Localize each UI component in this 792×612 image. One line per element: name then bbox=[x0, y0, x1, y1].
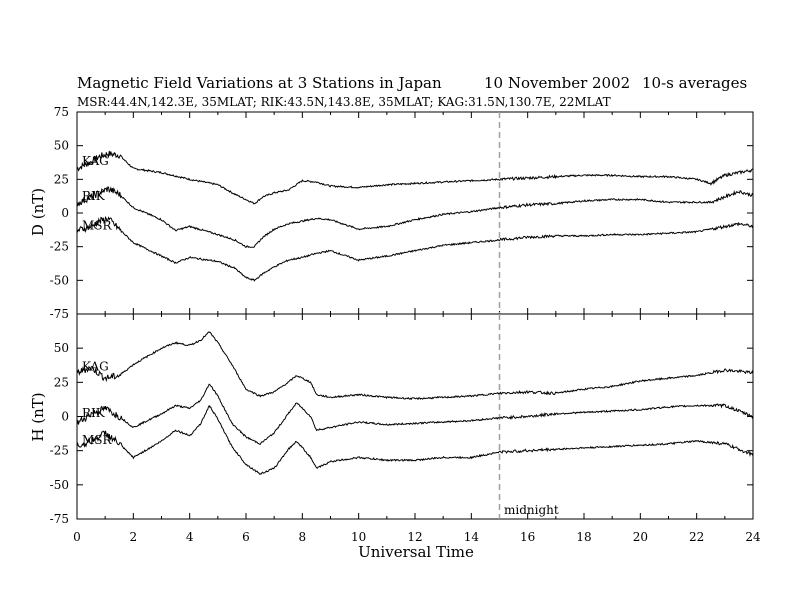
h-y-tick-label: -25 bbox=[50, 444, 69, 458]
d-axis-label: D (nT) bbox=[29, 188, 47, 236]
d-component-panel: 75 50 25 0 -25 -50 -75 KAG RIK MSR bbox=[50, 105, 754, 321]
h-series-msr bbox=[76, 404, 754, 475]
d-panel-frame bbox=[76, 111, 754, 315]
d-y-tick-label: -25 bbox=[50, 240, 69, 254]
x-tick-label: 2 bbox=[130, 530, 138, 544]
station-coordinates: MSR:44.4N,142.3E, 35MLAT; RIK:43.5N,143.… bbox=[77, 95, 611, 109]
d-y-tick-label: 50 bbox=[54, 139, 69, 153]
h-y-tick-label: 25 bbox=[54, 375, 69, 389]
x-tick-label: 0 bbox=[73, 530, 81, 544]
d-series-kag bbox=[76, 150, 754, 205]
x-tick-label: 8 bbox=[299, 530, 307, 544]
d-y-tick-label: 25 bbox=[54, 172, 69, 186]
d-y-tick-label: -75 bbox=[50, 307, 69, 321]
d-y-tick-label: 0 bbox=[61, 206, 69, 220]
x-tick-label: 4 bbox=[186, 530, 194, 544]
h-component-panel: 50 25 0 -25 -50 -75 KAG RIK MSR bbox=[50, 313, 754, 526]
d-series-msr bbox=[76, 215, 754, 282]
d-series-rik bbox=[76, 186, 754, 249]
x-axis: 0 2 4 6 8 10 12 14 16 18 20 22 24 bbox=[73, 530, 761, 544]
chart-date: 10 November 2002 bbox=[484, 74, 630, 92]
chart-title: Magnetic Field Variations at 3 Stations … bbox=[77, 74, 442, 92]
d-series-label-rik: RIK bbox=[82, 189, 106, 203]
h-series-label-msr: MSR bbox=[82, 433, 113, 447]
d-y-tick-label: 75 bbox=[54, 105, 69, 119]
h-y-tick-label: 0 bbox=[61, 410, 69, 424]
h-y-tick-label: -75 bbox=[50, 512, 69, 526]
h-series-kag bbox=[76, 331, 754, 401]
x-tick-label: 20 bbox=[633, 530, 648, 544]
x-tick-label: 6 bbox=[242, 530, 250, 544]
h-y-tick-label: 50 bbox=[54, 341, 69, 355]
midnight-label: midnight bbox=[504, 503, 559, 517]
x-tick-label: 12 bbox=[407, 530, 422, 544]
x-tick-label: 24 bbox=[745, 530, 761, 544]
h-series-label-kag: KAG bbox=[82, 359, 109, 373]
x-axis-label: Universal Time bbox=[358, 543, 474, 561]
x-tick-label: 14 bbox=[464, 530, 480, 544]
chart-averaging: 10-s averages bbox=[642, 74, 747, 92]
h-y-tick-label: -50 bbox=[50, 478, 69, 492]
h-panel-frame bbox=[76, 313, 754, 520]
d-series-label-kag: KAG bbox=[82, 154, 109, 168]
d-y-tick-label: -50 bbox=[50, 273, 69, 287]
h-series-rik bbox=[76, 383, 754, 445]
d-series-label-msr: MSR bbox=[82, 218, 113, 232]
x-tick-label: 18 bbox=[576, 530, 591, 544]
x-tick-label: 10 bbox=[351, 530, 366, 544]
h-axis-label: H (nT) bbox=[29, 392, 47, 441]
x-tick-label: 16 bbox=[520, 530, 535, 544]
h-series-label-rik: RIK bbox=[82, 406, 106, 420]
x-tick-label: 22 bbox=[689, 530, 704, 544]
